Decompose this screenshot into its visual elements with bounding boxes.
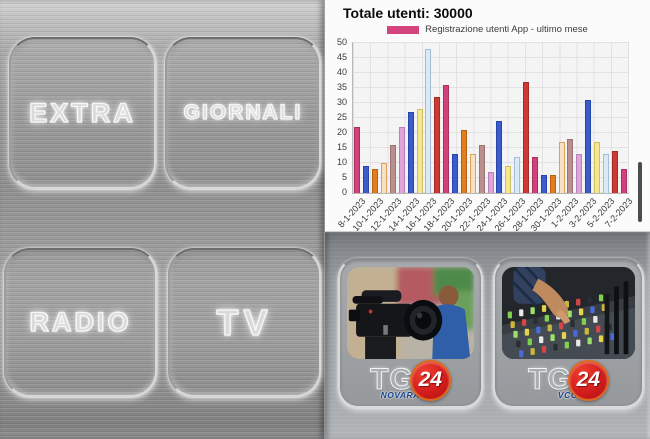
tg24-novara-logo: TG NOVARA 24 [340, 358, 481, 402]
chart-legend: Registrazione utenti App - ultimo mese [325, 24, 650, 35]
channel-card-tg24-novara[interactable]: TG NOVARA 24 [338, 258, 483, 408]
legend-swatch [387, 25, 420, 34]
bar-18-1-2023 [443, 85, 450, 193]
bar-27-1-2023 [523, 82, 529, 193]
y-tick-15: 15 [336, 142, 347, 152]
channels-panel: TG NOVARA 24 [325, 232, 650, 439]
bar-16-1-2023 [425, 49, 432, 193]
menu-tile-radio-label: RADIO [29, 306, 132, 337]
y-tick-10: 10 [336, 157, 347, 167]
y-tick-25: 25 [336, 112, 347, 122]
y-tick-20: 20 [336, 127, 347, 137]
y-tick-35: 35 [336, 82, 347, 92]
menu-tile-tv-label: TV [216, 301, 273, 343]
menu-tile-radio[interactable]: RADIO [4, 248, 157, 397]
mixer-photo [502, 267, 635, 359]
legend-label: Registrazione utenti App - ultimo mese [425, 24, 588, 35]
menu-tile-tv[interactable]: TV [168, 248, 321, 397]
bar-2-2-2023 [576, 154, 583, 193]
bar-22-1-2023 [478, 145, 485, 193]
y-tick-30: 30 [336, 97, 347, 107]
bar-19-1-2023 [452, 154, 458, 193]
bar-9-1-2023 [363, 166, 370, 193]
menu-tile-extra-label: EXTRA [29, 97, 136, 128]
bar-31-1-2023 [558, 142, 565, 193]
bar-14-1-2023 [407, 112, 414, 193]
bar-30-1-2023 [549, 175, 556, 193]
bar-6-2-2023 [611, 151, 618, 193]
y-tick-50: 50 [336, 37, 347, 47]
main-menu-panel: EXTRA GIORNALI RADIO TV [0, 0, 325, 439]
bar-1-2-2023 [567, 139, 574, 193]
stats-panel: Totale utenti: 30000 Registrazione utent… [325, 0, 650, 232]
menu-tile-giornali[interactable]: GIORNALI [165, 37, 321, 189]
region-label-vco: VCO [557, 390, 578, 400]
y-tick-40: 40 [336, 67, 347, 77]
badge-24: 24 [409, 359, 451, 401]
bar-24-1-2023 [496, 121, 503, 193]
tg-brand-text: TG [370, 363, 414, 397]
bar-21-1-2023 [469, 154, 476, 193]
badge-24: 24 [567, 359, 609, 401]
camera-photo [347, 267, 474, 359]
channel-card-tg24-vco[interactable]: TG VCO 24 [493, 258, 644, 408]
bar-7-2-2023 [620, 169, 627, 193]
menu-tile-giornali-label: GIORNALI [183, 100, 303, 124]
bar-4-2-2023 [594, 142, 600, 193]
bar-23-1-2023 [487, 172, 494, 193]
bar-17-1-2023 [434, 97, 441, 193]
y-tick-45: 45 [336, 52, 347, 62]
bar-11-1-2023 [381, 163, 387, 193]
tg24-vco-logo: TG VCO 24 [495, 358, 642, 402]
menu-tile-extra[interactable]: EXTRA [9, 37, 156, 189]
bar-25-1-2023 [505, 166, 512, 193]
bar-3-2-2023 [585, 100, 592, 193]
bar-12-1-2023 [389, 145, 396, 193]
bar-29-1-2023 [540, 175, 547, 193]
tg-brand-text: TG [528, 363, 572, 397]
bar-10-1-2023 [372, 169, 379, 193]
bar-5-2-2023 [602, 154, 609, 193]
bar-13-1-2023 [398, 127, 405, 193]
bar-chart [352, 42, 629, 194]
bar-8-1-2023 [354, 127, 361, 193]
bar-26-1-2023 [514, 157, 521, 193]
bar-28-1-2023 [531, 157, 538, 193]
bar-20-1-2023 [460, 130, 467, 193]
region-label-novara: NOVARA [380, 390, 420, 400]
chart-title: Totale utenti: 30000 [343, 5, 473, 21]
y-tick-5: 5 [341, 172, 347, 182]
y-tick-0: 0 [341, 187, 347, 197]
scrollbar-thumb[interactable] [638, 162, 642, 222]
bar-15-1-2023 [416, 109, 423, 193]
